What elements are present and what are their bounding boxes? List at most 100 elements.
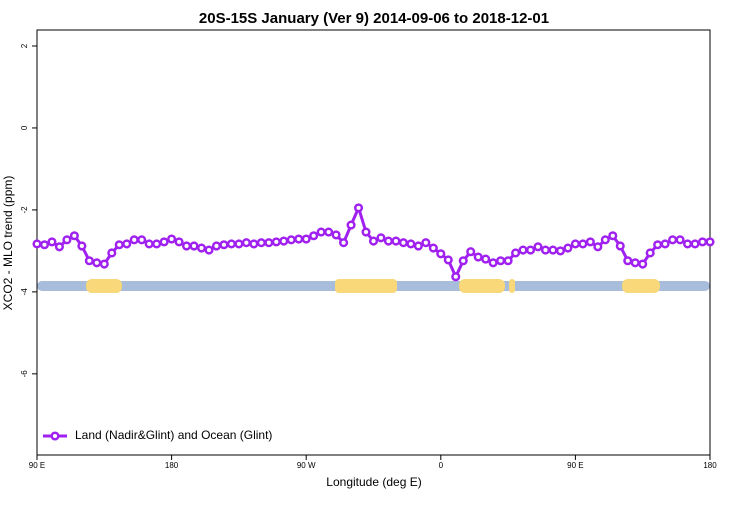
data-point [563,243,573,253]
data-point [383,236,394,246]
data-point [54,242,64,252]
data-point [458,256,468,266]
data-point [398,238,408,248]
legend-marker [50,431,60,441]
data-point [630,258,640,268]
data-point [39,240,50,250]
land-patch [622,279,660,293]
data-point [167,234,177,244]
data-point [114,240,124,250]
data-point [339,238,349,248]
data-point [271,237,281,247]
data-point [593,242,603,252]
y-tick-label: -2 [20,206,29,214]
data-point [578,239,588,249]
land-patch [509,279,515,293]
data-point [705,237,715,247]
data-point [451,272,461,282]
x-tick-label: 90 E [29,461,45,470]
data-point [436,249,446,259]
data-point [548,245,558,255]
data-point [600,235,610,245]
data-point [466,247,476,257]
y-axis-label: XCO2 - MLO trend (ppm) [1,176,15,311]
x-tick-label: 90 W [297,461,316,470]
y-tick-label: -6 [20,370,29,378]
data-point [668,235,678,245]
data-point [413,241,423,251]
data-point [428,243,438,253]
data-point [316,227,326,237]
data-point [152,239,162,249]
data-point [503,256,513,266]
data-point [159,237,169,247]
chart-title: 20S-15S January (Ver 9) 2014-09-06 to 20… [199,10,549,27]
data-point [84,256,94,266]
data-point [99,259,109,269]
land-patch [86,279,122,293]
data-point [540,245,551,255]
data-point [518,245,528,255]
data-point [353,203,364,213]
data-point [496,256,506,266]
data-point [570,239,580,249]
data-point [683,239,693,249]
land-patch [335,279,397,293]
data-point [122,239,132,249]
data-point [286,235,296,245]
data-point [92,258,102,268]
data-point [615,241,625,251]
data-point [301,234,311,244]
data-point [62,235,72,245]
x-tick-label: 180 [165,461,179,470]
x-tick-label: 180 [703,461,717,470]
data-point [585,237,595,247]
data-point [77,241,87,251]
data-point [211,241,222,251]
data-point [645,248,655,258]
data-point [137,235,147,245]
data-point [256,238,266,248]
data-point [189,241,199,251]
data-point [376,233,386,243]
data-point [406,239,416,249]
x-tick-label: 0 [439,461,444,470]
data-point [279,236,289,246]
data-point [331,230,341,240]
data-point [107,248,117,258]
data-point [481,254,491,264]
data-point [623,256,633,266]
data-point [249,239,259,249]
data-point [182,241,192,251]
data-point [608,231,618,241]
data-point [264,238,274,248]
data-point [226,239,236,249]
data-point [488,258,498,268]
data-point [32,239,42,249]
x-tick-label: 90 E [567,461,583,470]
data-point [391,236,401,246]
land-patch [459,279,505,293]
y-tick-label: 0 [20,125,29,130]
data-point [309,231,319,241]
data-point [443,255,453,265]
data-point [361,227,371,237]
data-point [653,240,663,250]
data-point [675,235,685,245]
data-point [690,239,700,249]
data-point [47,237,57,247]
data-point [473,252,483,262]
legend-label: Land (Nadir&Glint) and Ocean (Glint) [75,428,272,442]
data-point [525,245,536,255]
data-point [174,237,184,247]
data-point [241,238,251,248]
data-point [144,239,154,249]
data-point [368,236,379,246]
y-tick-label: 2 [20,43,29,48]
data-point [69,231,79,241]
data-point [421,238,431,248]
data-point [129,235,139,245]
data-point [294,234,304,244]
data-point [204,245,214,255]
data-point [660,239,670,249]
